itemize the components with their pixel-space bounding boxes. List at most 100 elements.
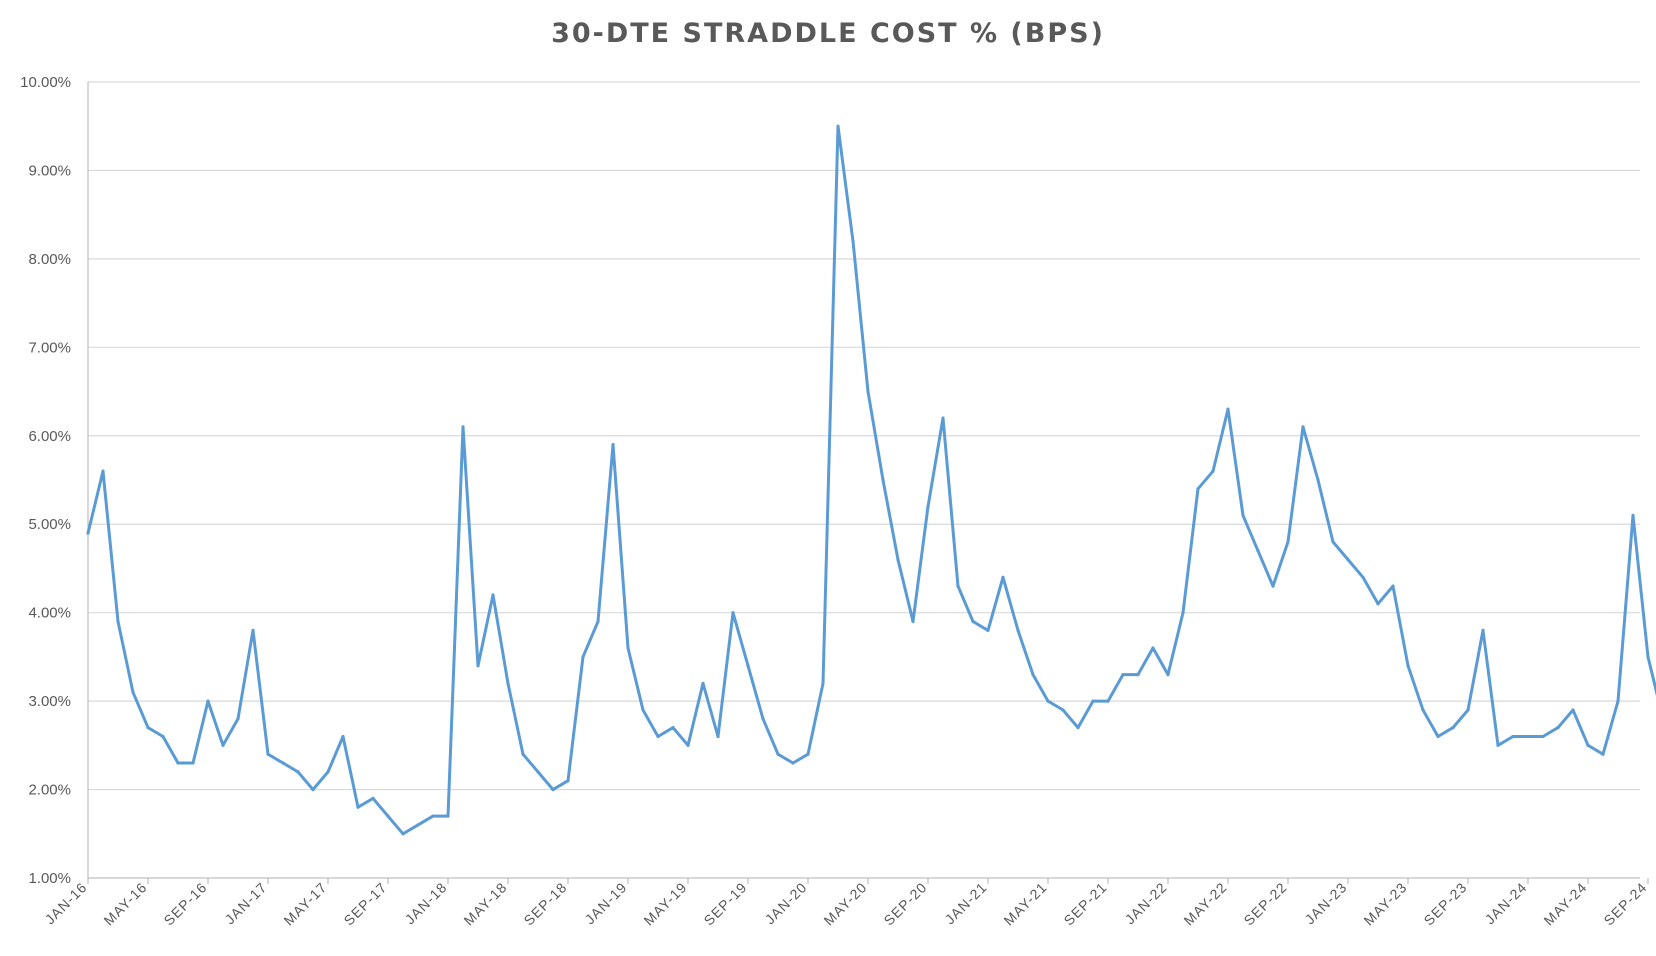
x-tick-label: MAY-16 [100, 879, 150, 929]
data-point [251, 628, 255, 633]
data-point [386, 814, 390, 818]
y-tick-label: 4.00% [28, 605, 71, 622]
data-point [1421, 708, 1425, 712]
y-tick-label: 10.00% [20, 74, 71, 91]
data-point [1631, 513, 1635, 518]
x-tick-labels: JAN-16 MAY-16 SEP-16 JAN-17 MAY-17 SEP-17 JAN-… [42, 879, 1651, 929]
x-tick-label: SEP-16 [160, 879, 210, 929]
data-point [86, 531, 90, 535]
data-point [1541, 734, 1545, 739]
data-point [1316, 478, 1320, 482]
data-point [1121, 673, 1125, 677]
data-point [311, 788, 315, 792]
data-point [731, 611, 735, 615]
data-point [101, 469, 105, 473]
data-point [1001, 575, 1005, 579]
data-point [161, 734, 165, 739]
x-tick-label: MAY-18 [460, 879, 510, 929]
data-point [1601, 752, 1605, 756]
y-tick-labels: 1.00% 2.00% 3.00% 4.00% 5.00% 6.00% 7.00% 8.00%… [20, 74, 71, 887]
x-tick-label: MAY-22 [1180, 879, 1230, 929]
series-line [86, 124, 1656, 836]
x-tick-label: JAN-21 [942, 879, 991, 928]
data-point [626, 646, 630, 650]
x-tick-label: MAY-24 [1540, 879, 1590, 929]
data-point [1406, 664, 1410, 668]
x-tick-label: MAY-23 [1360, 879, 1410, 929]
data-point [596, 619, 600, 624]
data-point [1211, 469, 1215, 473]
data-point [1286, 540, 1290, 544]
y-tick-label: 3.00% [28, 693, 71, 710]
data-point [1346, 558, 1350, 562]
data-point [1031, 673, 1035, 677]
data-point [956, 584, 960, 588]
chart-title: 30-DTE STRADDLE COST % (BPS) [551, 18, 1105, 49]
x-tick-label: MAY-19 [640, 879, 690, 929]
x-tick-label: JAN-17 [222, 879, 271, 928]
data-point [881, 478, 885, 482]
data-point [146, 726, 150, 730]
data-point [1586, 743, 1590, 747]
data-point [566, 779, 570, 783]
data-point [1136, 673, 1140, 677]
data-point [776, 752, 780, 756]
x-tick-label: JAN-22 [1122, 879, 1171, 928]
x-tick-label: SEP-19 [700, 879, 750, 929]
y-tick-label: 7.00% [28, 339, 71, 356]
data-point [1391, 584, 1395, 588]
data-point [926, 504, 930, 509]
data-point [281, 761, 285, 765]
x-tick-label: JAN-19 [582, 879, 631, 928]
data-point [296, 770, 300, 774]
data-point [491, 593, 495, 597]
data-point [326, 770, 330, 774]
data-point [1496, 743, 1500, 747]
data-point [1196, 487, 1200, 491]
data-point [1571, 708, 1575, 712]
x-tick-label: MAY-21 [1000, 879, 1050, 929]
x-tick-label: JAN-23 [1302, 879, 1351, 928]
data-point [1241, 513, 1245, 518]
y-tick-label: 6.00% [28, 428, 71, 445]
x-tick-label: SEP-24 [1600, 879, 1650, 929]
data-point [1511, 734, 1515, 739]
data-point [1226, 407, 1230, 411]
data-point [1271, 584, 1275, 588]
data-point [401, 832, 405, 836]
data-point [461, 425, 465, 429]
data-point [746, 664, 750, 668]
data-point [1331, 540, 1335, 544]
data-point [191, 761, 195, 765]
data-point [116, 619, 120, 624]
x-tick-label: SEP-22 [1240, 879, 1290, 929]
data-point [1151, 646, 1155, 650]
data-point [941, 416, 945, 420]
x-tick-label: SEP-18 [520, 879, 570, 929]
data-point [1301, 425, 1305, 429]
data-point [521, 752, 525, 756]
data-point [971, 619, 975, 624]
data-point [1061, 708, 1065, 712]
x-tick-label: MAY-17 [280, 879, 330, 929]
data-point [476, 664, 480, 668]
data-point [986, 628, 990, 633]
y-tick-label: 5.00% [28, 516, 71, 533]
data-point [1256, 549, 1260, 553]
data-point [896, 558, 900, 562]
data-point [866, 390, 870, 394]
data-point [836, 124, 840, 128]
data-point [1556, 726, 1560, 730]
data-point [1376, 602, 1380, 606]
x-tick-label: SEP-21 [1060, 879, 1110, 929]
data-point [686, 743, 690, 747]
x-tick-label: MAY-20 [820, 879, 870, 929]
data-point [821, 681, 825, 686]
data-point [551, 788, 555, 792]
data-point [506, 681, 510, 686]
y-tick-label: 8.00% [28, 251, 71, 268]
data-point [671, 726, 675, 730]
data-point [806, 752, 810, 756]
data-point [536, 770, 540, 774]
